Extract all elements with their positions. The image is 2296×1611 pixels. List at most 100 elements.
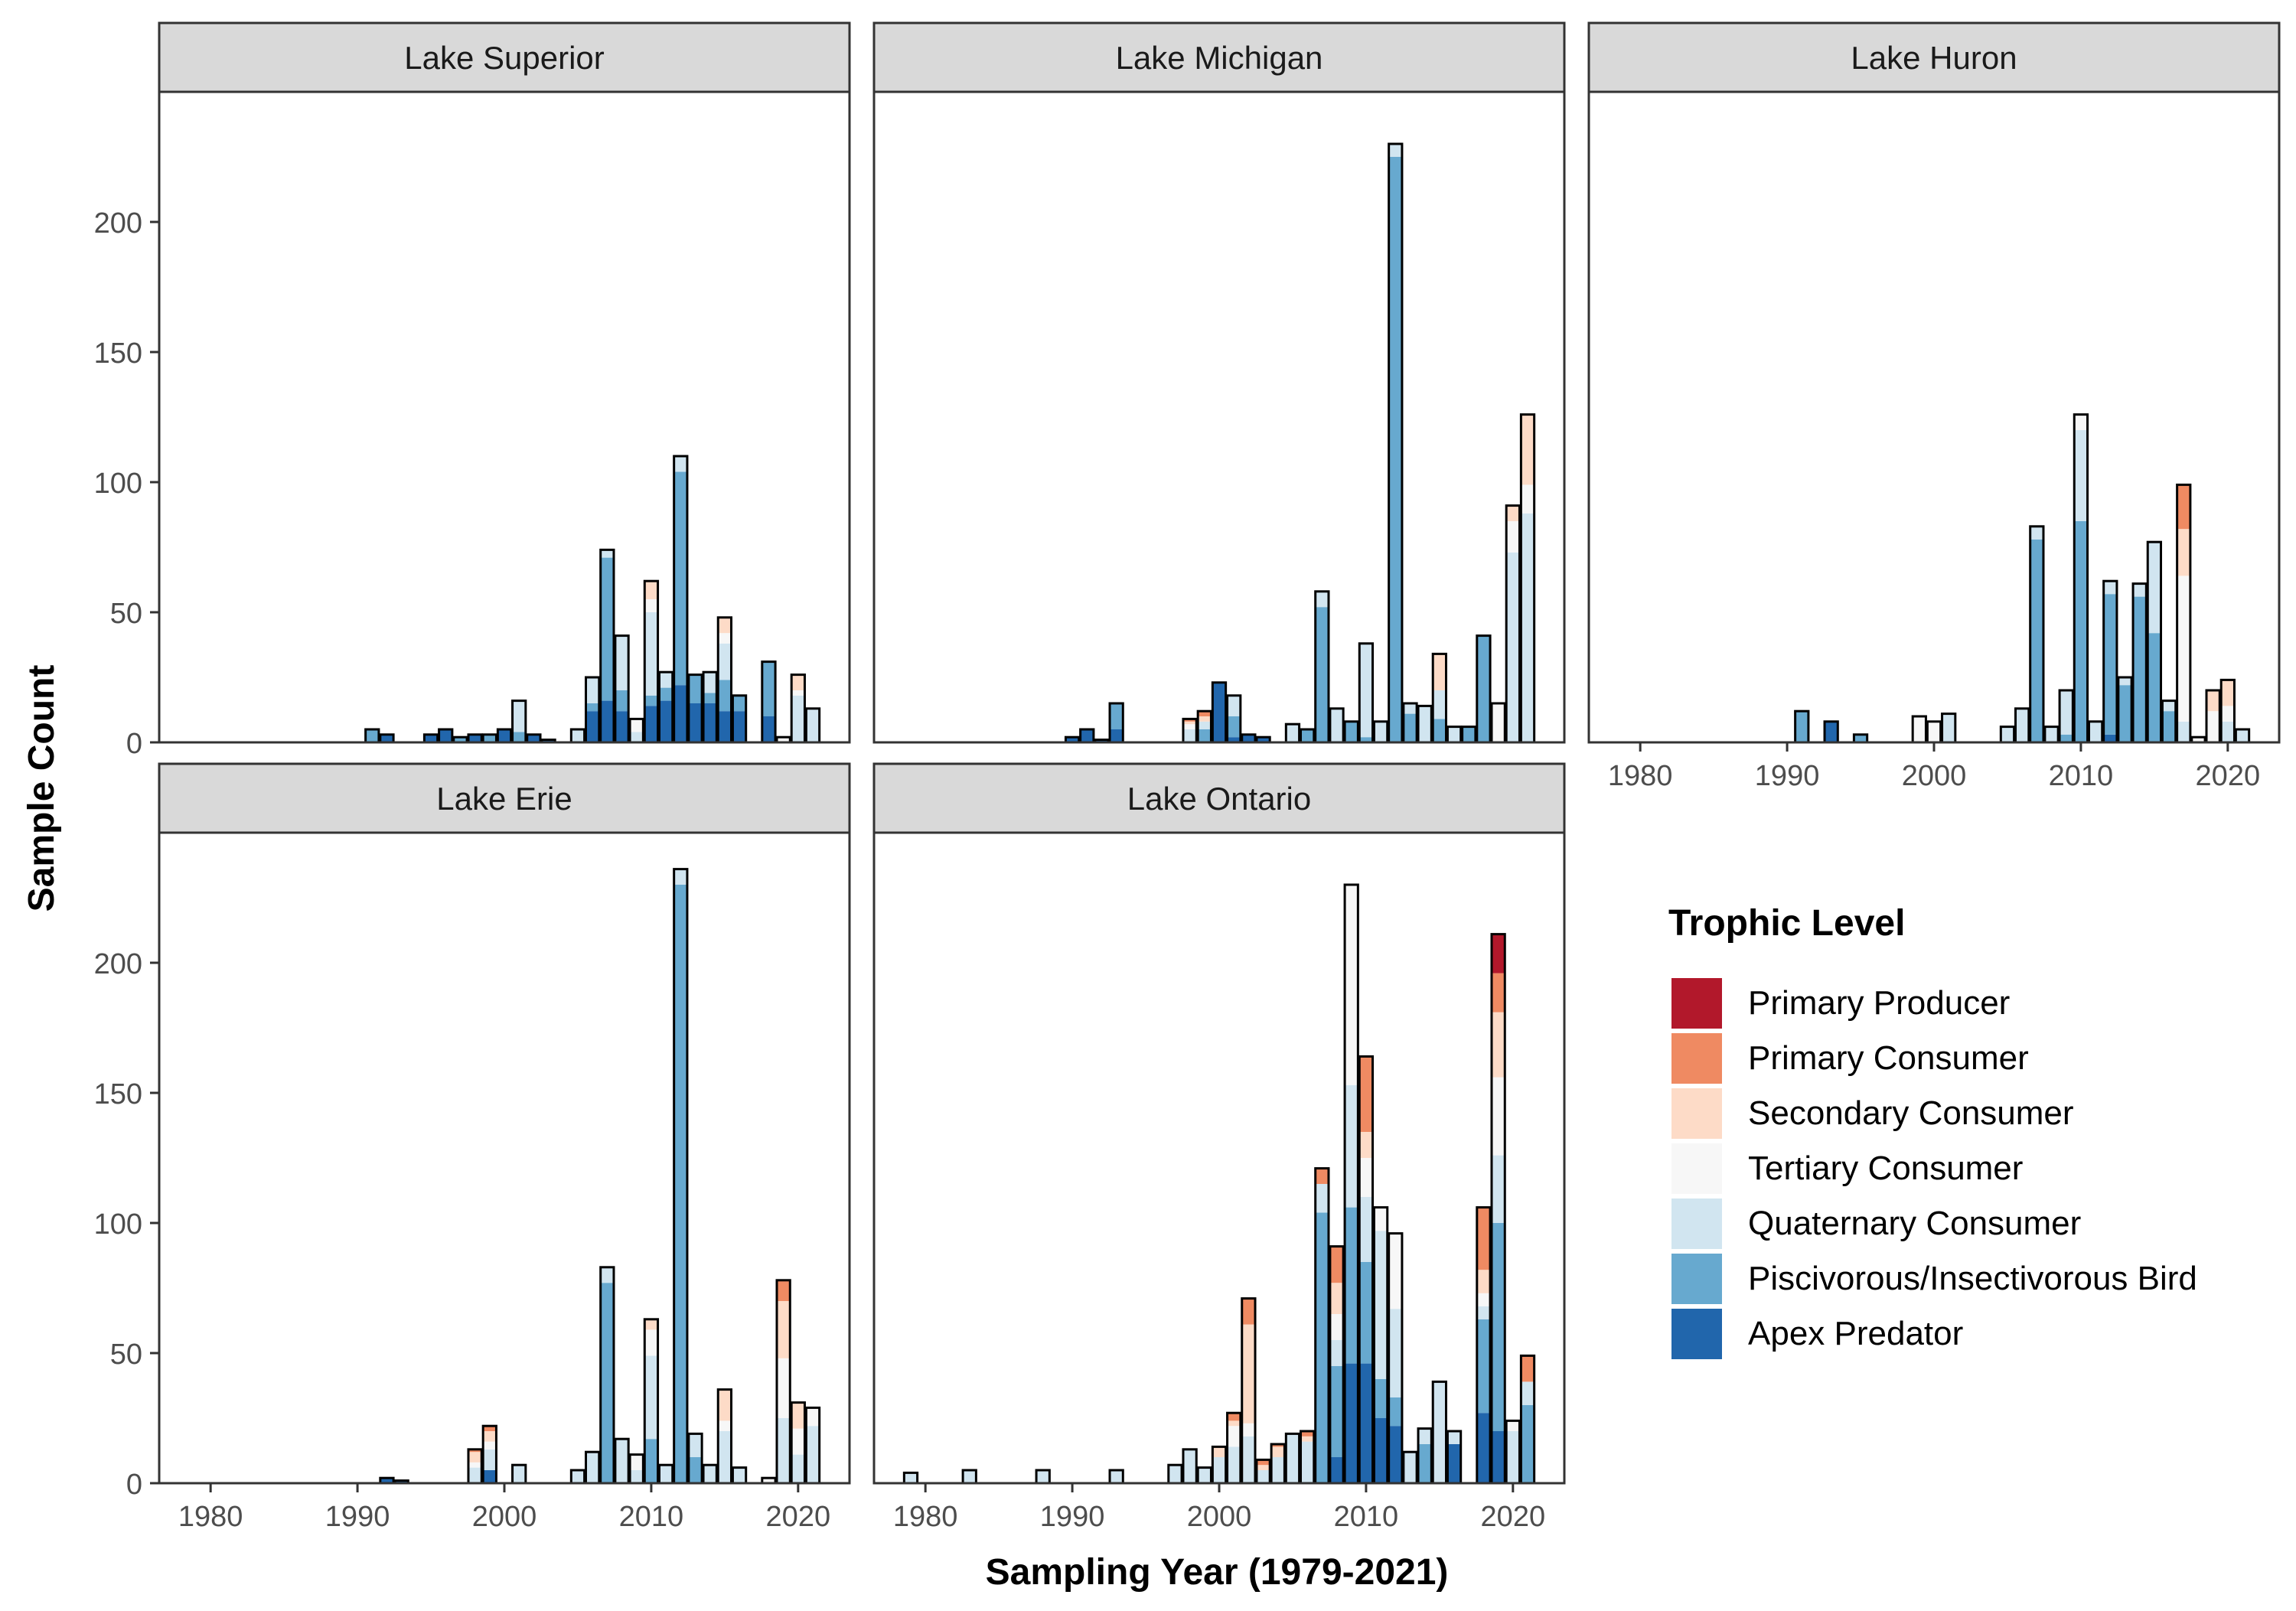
bar-1998 — [1182, 1448, 1198, 1485]
bar-segment-quaternary-consumer — [630, 732, 644, 742]
bar-segment-piscivorous-insectivorous-bird — [1345, 721, 1358, 742]
bar-segment-piscivorous-insectivorous-bird — [1198, 729, 1212, 742]
bar-segment-secondary-consumer — [1198, 716, 1212, 722]
panel-strip-label: Lake Ontario — [1127, 781, 1311, 817]
x-tick-label: 2010 — [619, 1501, 684, 1533]
bar-segment-quaternary-consumer — [2148, 542, 2161, 634]
bar-segment-quaternary-consumer — [732, 1467, 746, 1483]
bar-segment-apex-predator — [1256, 737, 1270, 742]
bar-2017 — [2176, 483, 2192, 744]
legend-item-secondary-consumer: Secondary Consumer — [1671, 1088, 2074, 1139]
bar-segment-quaternary-consumer — [791, 1454, 805, 1483]
bar-segment-quaternary-consumer — [963, 1470, 977, 1483]
bar-segment-tertiary-consumer — [483, 1441, 497, 1450]
legend-label: Primary Consumer — [1748, 1039, 2029, 1077]
bar-segment-quaternary-consumer — [1227, 695, 1241, 716]
bar-segment-tertiary-consumer — [1492, 1077, 1505, 1156]
bar-2018 — [761, 660, 777, 744]
bar-segment-apex-predator — [395, 1480, 409, 1483]
bar-segment-piscivorous-insectivorous-bird — [1359, 737, 1373, 742]
panel-background — [874, 833, 1564, 1483]
bar-segment-secondary-consumer — [1506, 505, 1520, 521]
bar-segment-piscivorous-insectivorous-bird — [1374, 1379, 1388, 1418]
bar-segment-piscivorous-insectivorous-bird — [2103, 594, 2117, 735]
bar-segment-primary-consumer — [1198, 711, 1212, 716]
bar-segment-piscivorous-insectivorous-bird — [1388, 157, 1402, 742]
bar-segment-apex-predator — [703, 703, 717, 742]
bar-segment-quaternary-consumer — [512, 700, 526, 732]
bar-segment-tertiary-consumer — [1492, 703, 1505, 742]
bar-2012 — [1388, 1232, 1404, 1485]
bar-segment-piscivorous-insectivorous-bird — [1476, 1319, 1491, 1414]
bar-2019 — [775, 1279, 791, 1485]
bar-2021 — [1519, 413, 1536, 744]
panel-strip — [872, 21, 1566, 93]
bar-segment-quaternary-consumer — [791, 695, 805, 742]
bar-segment-piscivorous-insectivorous-bird — [1854, 734, 1867, 742]
bar-segment-secondary-consumer — [1300, 1436, 1314, 1442]
bar-segment-secondary-consumer — [1271, 1446, 1285, 1457]
bar-2021 — [804, 707, 821, 744]
bar-1995 — [1852, 733, 1869, 744]
panel-lake-superior: Lake Superior 0 50 100 150 200 — [94, 21, 851, 760]
bar-segment-primary-consumer — [1182, 719, 1197, 722]
panel-strip-label: Lake Erie — [436, 781, 572, 817]
bar-segment-tertiary-consumer — [1388, 1233, 1402, 1309]
bar-segment-piscivorous-insectivorous-bird — [2030, 539, 2043, 742]
bar-segment-tertiary-consumer — [1345, 885, 1358, 1085]
bar-1991 — [1794, 709, 1810, 744]
bar-segment-quaternary-consumer — [2133, 583, 2147, 597]
legend-item-primary-producer: Primary Producer — [1671, 978, 2010, 1029]
bar-segment-quaternary-consumer — [1403, 1452, 1417, 1483]
bar-segment-quaternary-consumer — [1521, 1381, 1534, 1405]
bar-segment-quaternary-consumer — [600, 1267, 614, 1283]
bar-2003 — [1255, 1458, 1271, 1485]
y-tick-label: 100 — [94, 468, 142, 500]
bar-segment-apex-predator — [600, 700, 614, 742]
bar-group — [379, 868, 821, 1485]
bar-segment-quaternary-consumer — [1182, 1449, 1197, 1483]
bar-segment-primary-consumer — [1315, 1168, 1329, 1184]
bar-segment-quaternary-consumer — [1388, 144, 1402, 157]
bar-segment-primary-consumer — [1329, 1246, 1344, 1283]
bar-segment-piscivorous-insectivorous-bird — [673, 885, 687, 1483]
legend-swatch — [1671, 1254, 1722, 1304]
bar-2007 — [2029, 525, 2045, 744]
bar-2014 — [1417, 704, 1433, 744]
bar-segment-piscivorous-insectivorous-bird — [732, 695, 746, 712]
bar-segment-tertiary-consumer — [1913, 716, 1926, 742]
bar-segment-piscivorous-insectivorous-bird — [1227, 716, 1241, 738]
bar-segment-quaternary-consumer — [1418, 706, 1432, 742]
bar-2015 — [1431, 1380, 1448, 1485]
y-tick-label: 150 — [94, 338, 142, 370]
bar-segment-primary-consumer — [483, 1426, 497, 1431]
bar-segment-apex-predator — [673, 685, 687, 742]
bar-segment-secondary-consumer — [718, 617, 732, 634]
bar-1998 — [1182, 717, 1198, 744]
bar-segment-quaternary-consumer — [2221, 721, 2235, 742]
bar-segment-apex-predator — [380, 1478, 394, 1483]
bar-segment-quaternary-consumer — [585, 1452, 599, 1483]
bar-segment-secondary-consumer — [644, 581, 658, 599]
bar-segment-secondary-consumer — [2177, 529, 2190, 576]
bar-segment-tertiary-consumer — [1227, 1426, 1241, 1447]
bar-segment-quaternary-consumer — [1447, 726, 1461, 742]
bar-segment-apex-predator — [1227, 737, 1241, 742]
bar-segment-apex-predator — [424, 734, 438, 742]
bar-segment-secondary-consumer — [1329, 1283, 1344, 1314]
bar-2000 — [496, 728, 513, 744]
bar-segment-secondary-consumer — [777, 1301, 791, 1358]
bar-segment-piscivorous-insectivorous-bird — [1462, 726, 1476, 742]
bar-segment-apex-predator — [1345, 1363, 1358, 1483]
bar-segment-quaternary-consumer — [1506, 552, 1520, 742]
bar-segment-primary-consumer — [1227, 1413, 1241, 1421]
bar-2005 — [1284, 1432, 1301, 1485]
bar-segment-quaternary-consumer — [904, 1472, 918, 1483]
x-tick-label: 2020 — [1481, 1501, 1546, 1533]
x-tick-label: 2000 — [472, 1501, 537, 1533]
bar-2008 — [1329, 1245, 1345, 1485]
bar-segment-tertiary-consumer — [468, 1462, 482, 1468]
bar-segment-apex-predator — [1447, 1444, 1461, 1483]
